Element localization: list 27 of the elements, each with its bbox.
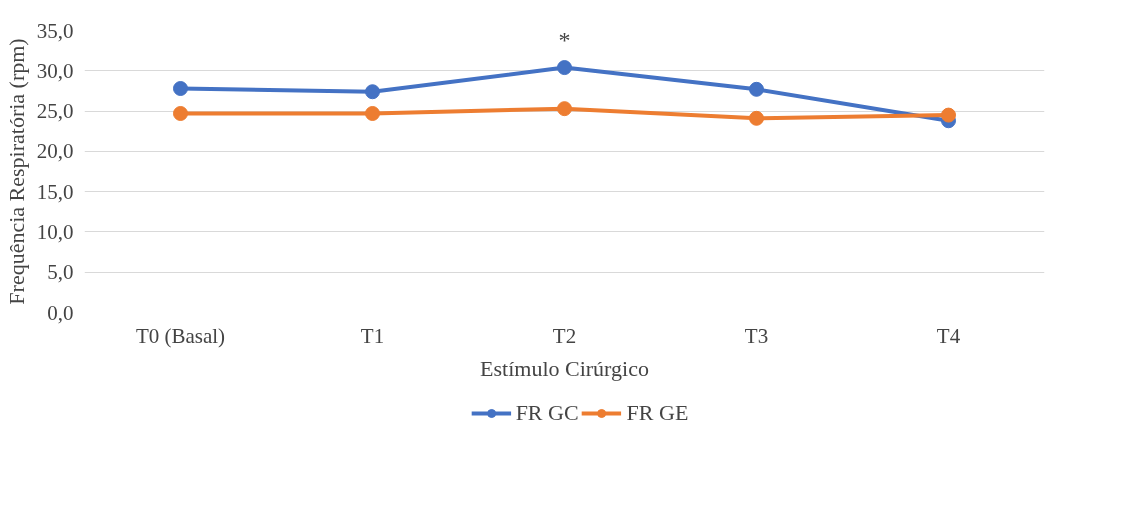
point	[557, 101, 572, 117]
x-tick-label: T0 (Basal)	[135, 323, 226, 348]
x-tick-label: T3	[744, 323, 769, 348]
y-tick-label: 30,0	[36, 58, 74, 83]
y-tick-label: 10,0	[36, 219, 74, 244]
y-tick-label: 15,0	[36, 179, 74, 204]
point	[749, 110, 764, 126]
legend-label: FR GC	[515, 400, 579, 426]
point	[173, 106, 188, 121]
annotation: *	[558, 26, 571, 53]
point	[941, 107, 956, 123]
point	[557, 60, 572, 76]
x-axis-title: Estímulo Cirúrgico	[480, 355, 649, 381]
point	[749, 81, 764, 97]
x-tick-label: T1	[360, 323, 385, 348]
legend-label: FR GE	[626, 400, 689, 426]
y-tick-label: 5,0	[47, 260, 74, 285]
point	[365, 106, 380, 121]
y-axis-title: Frequência Respiratória (rpm)	[3, 38, 29, 305]
x-tick-label: T2	[552, 323, 577, 348]
x-tick-label: T4	[936, 323, 961, 348]
y-tick-label: 0,0	[47, 300, 74, 325]
y-tick-label: 25,0	[36, 99, 74, 124]
y-tick-label: 20,0	[36, 139, 74, 164]
point	[173, 81, 188, 96]
y-tick-label: 35,0	[36, 18, 74, 43]
point	[365, 84, 380, 100]
